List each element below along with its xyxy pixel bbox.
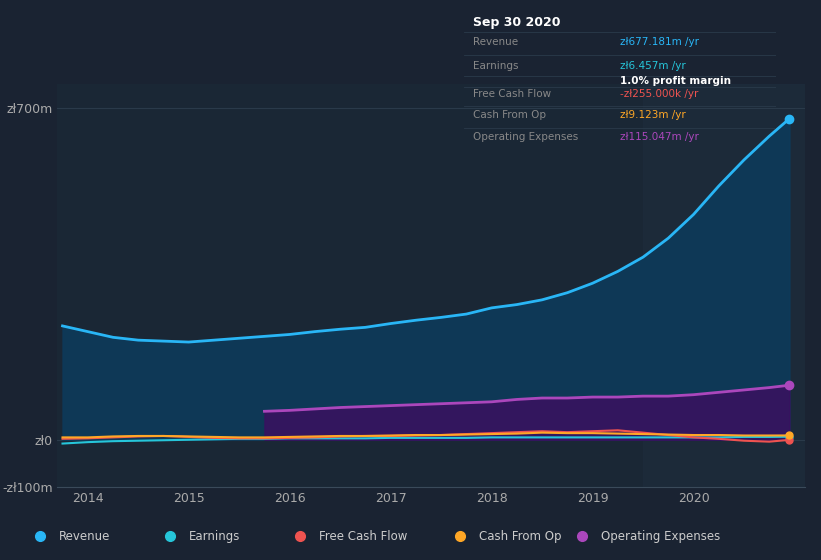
Text: Operating Expenses: Operating Expenses xyxy=(601,530,720,543)
Text: -zł255.000k /yr: -zł255.000k /yr xyxy=(620,89,698,99)
Text: Revenue: Revenue xyxy=(59,530,110,543)
Text: Revenue: Revenue xyxy=(473,37,518,47)
Text: Free Cash Flow: Free Cash Flow xyxy=(319,530,407,543)
Bar xyxy=(643,84,805,487)
Text: Operating Expenses: Operating Expenses xyxy=(473,132,579,142)
Text: Cash From Op: Cash From Op xyxy=(473,110,546,120)
Text: zł677.181m /yr: zł677.181m /yr xyxy=(620,37,699,47)
Text: Earnings: Earnings xyxy=(189,530,241,543)
Text: 1.0% profit margin: 1.0% profit margin xyxy=(620,77,731,86)
Text: Earnings: Earnings xyxy=(473,60,519,71)
Text: Cash From Op: Cash From Op xyxy=(479,530,562,543)
Text: zł115.047m /yr: zł115.047m /yr xyxy=(620,132,699,142)
Text: Free Cash Flow: Free Cash Flow xyxy=(473,89,552,99)
Text: zł6.457m /yr: zł6.457m /yr xyxy=(620,60,686,71)
Text: Sep 30 2020: Sep 30 2020 xyxy=(473,16,561,29)
Text: zł9.123m /yr: zł9.123m /yr xyxy=(620,110,686,120)
